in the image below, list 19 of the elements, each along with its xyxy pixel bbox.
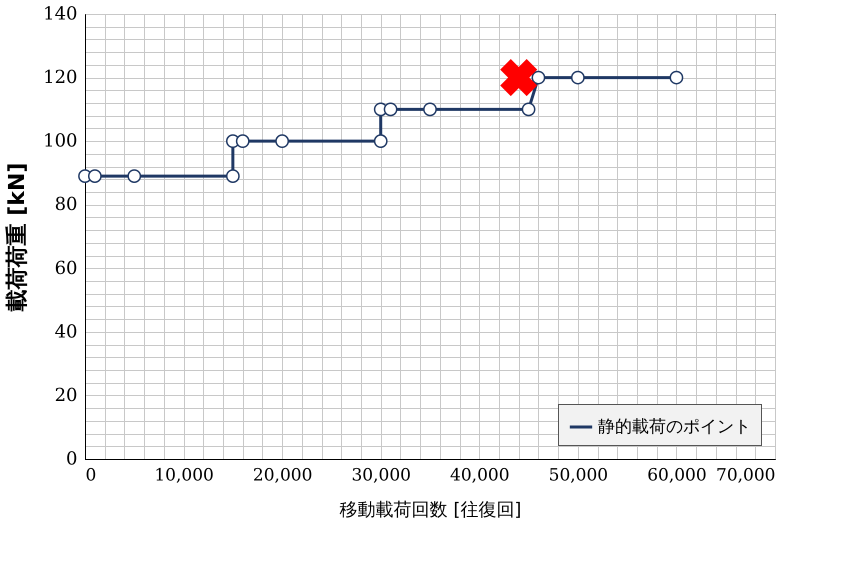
y-tick-label: 100 xyxy=(43,130,78,152)
y-tick-label: 80 xyxy=(54,194,78,216)
y-tick-label: 120 xyxy=(43,67,78,88)
x-tick-label: 20,000 xyxy=(252,466,312,486)
y-tick-label: 0 xyxy=(66,448,78,470)
x-tick-label: 40,000 xyxy=(450,466,510,486)
x-tick-label: 70,000 xyxy=(716,466,776,486)
y-tick-label: 40 xyxy=(54,321,78,342)
y-tick-label: 140 xyxy=(43,4,78,24)
x-tick-label: 30,000 xyxy=(351,466,411,486)
legend-label: 静的載荷のポイント xyxy=(598,417,751,437)
y-tick-label: 20 xyxy=(54,384,78,406)
x-tick-label: 0 xyxy=(86,466,96,486)
x-tick-label: 50,000 xyxy=(548,466,608,486)
y-axis-title: 載荷荷重 [kN] xyxy=(5,162,30,312)
x-axis-title: 移動載荷回数 [往復回] xyxy=(340,500,522,520)
y-tick-label: 60 xyxy=(54,258,78,279)
x-tick-label: 10,000 xyxy=(154,466,214,486)
x-tick-label: 60,000 xyxy=(647,466,707,486)
